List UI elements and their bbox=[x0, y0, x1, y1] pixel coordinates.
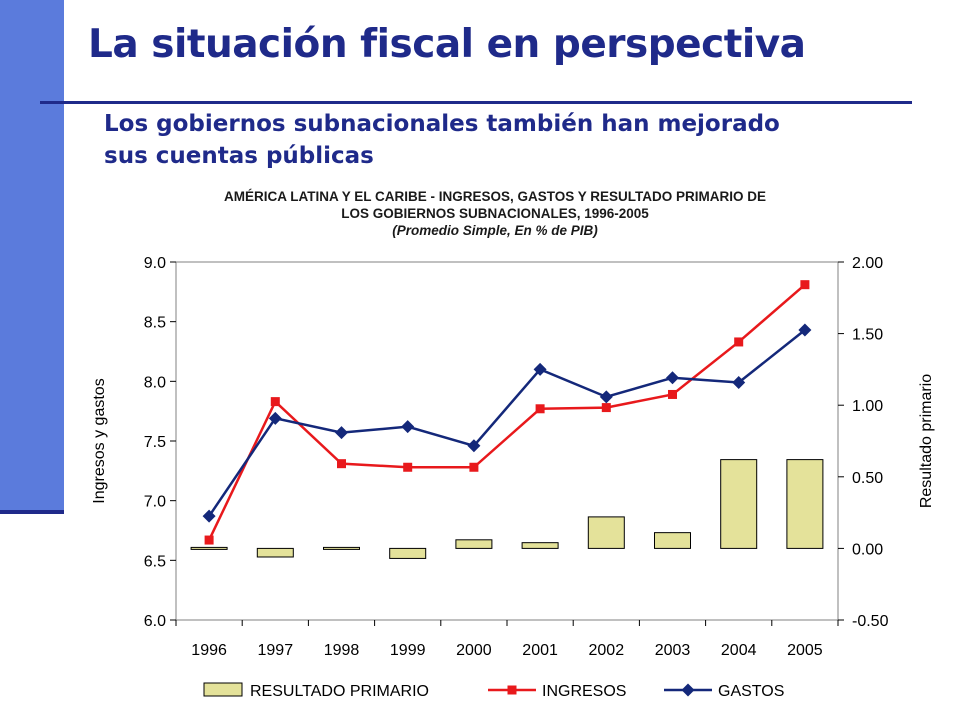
x-tick-label: 1996 bbox=[191, 642, 227, 659]
ingresos-point bbox=[270, 397, 280, 407]
chart-heading: AMÉRICA LATINA Y EL CARIBE - INGRESOS, G… bbox=[150, 188, 840, 239]
y-tick-label: 7.0 bbox=[144, 494, 166, 511]
y2-tick-label: 2.00 bbox=[852, 255, 883, 272]
x-tick-label: 2002 bbox=[589, 642, 625, 659]
gastos-line bbox=[208, 329, 806, 517]
gastos-point bbox=[599, 390, 613, 404]
ingresos-point bbox=[601, 403, 611, 413]
x-tick-label: 1998 bbox=[324, 642, 360, 659]
gastos-point bbox=[335, 426, 348, 440]
legend-label-resultado-primario: RESULTADO PRIMARIO bbox=[250, 683, 429, 700]
ingresos-point bbox=[800, 280, 810, 290]
plot-area bbox=[175, 261, 839, 621]
bar bbox=[720, 459, 758, 549]
legend-label-ingresos: INGRESOS bbox=[542, 683, 626, 700]
bar bbox=[786, 459, 824, 549]
chart-title-line1: AMÉRICA LATINA Y EL CARIBE - INGRESOS, G… bbox=[223, 189, 767, 204]
gastos-point bbox=[401, 420, 415, 434]
sidebar-accent bbox=[0, 0, 64, 512]
gastos-point bbox=[666, 371, 679, 385]
bar bbox=[389, 547, 427, 559]
tick-labels: 6.0 6.5 7.0 7.5 8.0 8.5 9.0 -0.50 0.00 0.50 1.00 1.… bbox=[144, 255, 889, 659]
y-tick-label: 6.0 bbox=[144, 613, 166, 630]
ingresos-point bbox=[535, 404, 545, 414]
bar bbox=[587, 516, 625, 549]
lines-layer bbox=[202, 280, 812, 545]
y-tick-label: 6.5 bbox=[144, 553, 166, 570]
axes bbox=[170, 261, 844, 626]
y-tick-label: 8.5 bbox=[144, 315, 166, 332]
sidebar-divider bbox=[0, 510, 64, 514]
ingresos-point bbox=[668, 389, 677, 399]
gastos-point bbox=[533, 362, 547, 376]
bars-layer bbox=[190, 459, 824, 559]
y2-tick-label: 0.00 bbox=[852, 541, 883, 558]
legend-swatch-resultado-primario bbox=[203, 682, 243, 697]
slide-subtitle: Los gobiernos subnacionales también han … bbox=[104, 108, 904, 172]
bar bbox=[654, 532, 691, 549]
ingresos-point bbox=[403, 462, 413, 472]
bar bbox=[256, 547, 294, 558]
y-axis-title: Ingresos y gastos bbox=[91, 378, 108, 503]
y-tick-label: 9.0 bbox=[144, 255, 166, 272]
gastos-point bbox=[798, 323, 812, 337]
chart-subtitle: (Promedio Simple, En % de PIB) bbox=[392, 223, 598, 238]
y-tick-label: 7.5 bbox=[144, 434, 166, 451]
ingresos-line bbox=[207, 283, 806, 541]
y2-tick-label: 1.50 bbox=[852, 327, 883, 344]
x-tick-label: 2000 bbox=[456, 642, 492, 659]
slide-subtitle-line1: Los gobiernos subnacionales también han … bbox=[104, 111, 780, 137]
ingresos-point bbox=[734, 337, 744, 347]
bar bbox=[455, 539, 493, 549]
slide-subtitle-line2: sus cuentas públicas bbox=[104, 143, 374, 169]
bar bbox=[521, 542, 559, 549]
x-tick-label: 1999 bbox=[390, 642, 426, 659]
chart-title-line2: LOS GOBIERNOS SUBNACIONALES, 1996-2005 bbox=[341, 206, 649, 221]
y-tick-label: 8.0 bbox=[144, 374, 166, 391]
gastos-point bbox=[202, 509, 216, 523]
slide-title: La situación fiscal en perspectiva bbox=[88, 22, 806, 67]
y2-tick-label: 1.00 bbox=[852, 398, 883, 415]
gastos-point bbox=[732, 376, 746, 390]
x-tick-label: 2003 bbox=[655, 642, 691, 659]
legend-marker-ingresos bbox=[507, 685, 517, 695]
x-tick-label: 2004 bbox=[721, 642, 757, 659]
y2-axis-title: Resultado primario bbox=[918, 374, 935, 508]
y2-tick-label: 0.50 bbox=[852, 470, 883, 487]
ingresos-point bbox=[204, 535, 214, 545]
legend-marker-gastos bbox=[681, 683, 695, 697]
title-rule bbox=[40, 101, 912, 104]
ingresos-point bbox=[337, 459, 346, 469]
bar bbox=[190, 546, 228, 550]
legend-label-gastos: GASTOS bbox=[718, 683, 784, 700]
bar bbox=[323, 546, 360, 550]
x-tick-label: 1997 bbox=[258, 642, 294, 659]
gastos-point bbox=[268, 411, 282, 425]
x-tick-label: 2005 bbox=[787, 642, 823, 659]
x-tick-label: 2001 bbox=[522, 642, 558, 659]
ingresos-point bbox=[469, 462, 479, 472]
legend: RESULTADO PRIMARIO INGRESOS GASTOS bbox=[203, 682, 784, 700]
gastos-point bbox=[467, 439, 481, 453]
y2-tick-label: -0.50 bbox=[852, 613, 889, 630]
